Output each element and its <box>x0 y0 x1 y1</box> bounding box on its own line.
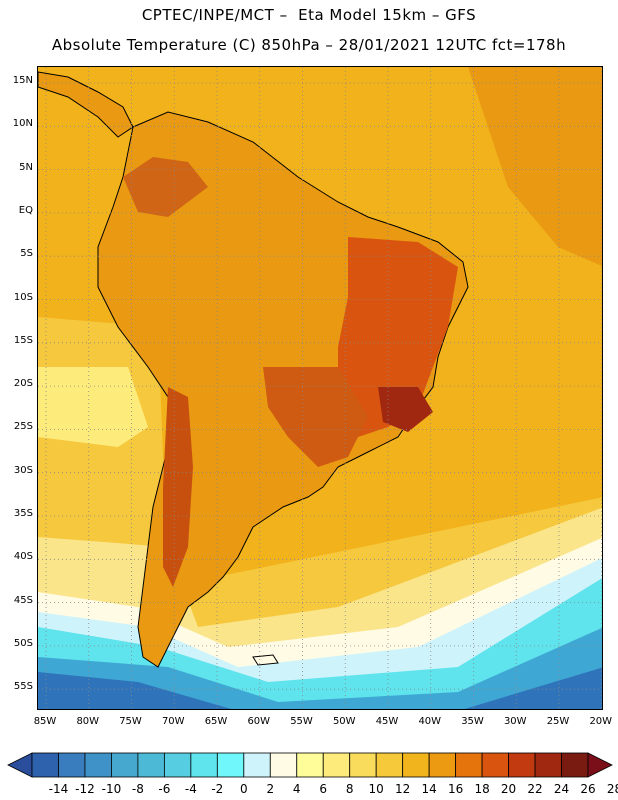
map-canvas <box>38 67 602 709</box>
colorbar-swatch <box>349 752 377 778</box>
lat-tick-label: 10S <box>13 291 33 303</box>
colorbar-swatch <box>269 752 298 778</box>
colorbar-tick-label: -8 <box>131 782 144 796</box>
colorbar-swatch <box>375 752 404 778</box>
colorbar-tick-label: 2 <box>266 782 275 796</box>
land-central-america <box>38 71 134 138</box>
lat-tick-label: 55S <box>13 681 33 693</box>
lon-tick-label: 85W <box>33 716 57 727</box>
colorbar-tick-label: 24 <box>553 782 570 796</box>
colorbar-swatch <box>322 752 351 778</box>
lon-tick-label: 35W <box>461 716 484 727</box>
colorbar-tick-label: 12 <box>395 782 411 796</box>
colorbar-swatch <box>84 752 112 778</box>
ocean-deep-blue-east <box>464 667 602 709</box>
lat-tick-label: 30S <box>13 464 33 476</box>
lon-tick-label: 55W <box>290 716 313 727</box>
lon-tick-label: 75W <box>119 716 142 727</box>
temperature-map <box>37 66 603 710</box>
land-hottest-se <box>378 387 433 432</box>
colorbar-tick-label: 26 <box>580 782 596 796</box>
colorbar-tick-label: -12 <box>75 782 95 796</box>
colorbar <box>7 752 613 778</box>
land-hot-andes <box>163 387 193 587</box>
lat-tick-label: 45S <box>13 594 33 606</box>
lat-tick-label: 5S <box>20 248 33 260</box>
colorbar-tick-label: -6 <box>158 782 171 796</box>
colorbar-swatch <box>216 752 245 778</box>
lat-tick-label: 20S <box>13 378 33 390</box>
colorbar-tick-label: 0 <box>239 782 248 796</box>
land-falklands <box>252 654 279 666</box>
colorbar-tick-label: 6 <box>319 782 328 796</box>
colorbar-tick-label: -4 <box>184 782 197 796</box>
colorbar-swatch <box>163 752 192 778</box>
colorbar-swatch <box>481 752 509 778</box>
colorbar-swatch <box>58 752 86 778</box>
colorbar-swatch <box>428 752 457 778</box>
colorbar-swatch <box>190 752 218 778</box>
colorbar-swatch <box>111 752 139 778</box>
colorbar-end-high <box>587 752 613 778</box>
lat-tick-label: 40S <box>13 551 33 563</box>
lat-tick-label: EQ <box>18 204 33 216</box>
ocean-blue-band <box>38 627 602 709</box>
lon-tick-label: 60W <box>247 716 271 727</box>
colorbar-swatch <box>455 752 483 778</box>
lon-tick-label: 30W <box>503 716 527 727</box>
lat-tick-label: 5N <box>19 161 33 173</box>
colorbar-swatch <box>243 752 271 778</box>
colorbar-swatch <box>508 752 536 778</box>
colorbar-tick-label: -2 <box>211 782 224 796</box>
colorbar-tick-label: 28 <box>606 782 618 796</box>
ocean-pale-west <box>38 367 148 447</box>
land-hot-north <box>123 157 208 217</box>
chart-title-line1: CPTEC/INPE/MCT – Eta Model 15km – GFS <box>141 6 477 24</box>
colorbar-swatch <box>402 752 430 778</box>
colorbar-swatch <box>31 752 59 778</box>
colorbar-swatch <box>296 752 324 778</box>
colorbar-swatch <box>137 752 165 778</box>
lon-tick-label: 50W <box>332 716 356 727</box>
colorbar-tick-label: -14 <box>48 782 69 796</box>
chart-title-line2: Absolute Temperature (C) 850hPa – 28/01/… <box>51 36 567 54</box>
lon-tick-label: 20W <box>589 716 613 727</box>
colorbar-tick-label: 22 <box>527 782 543 796</box>
colorbar-tick-label: 10 <box>368 782 384 796</box>
lat-tick-label: 15S <box>13 334 33 346</box>
ocean-warm-ne <box>468 67 602 267</box>
ocean-deep-blue <box>38 672 232 709</box>
colorbar-tick-label: 16 <box>447 782 464 796</box>
graticule <box>38 67 602 709</box>
lat-tick-label: 35S <box>13 508 33 519</box>
lon-tick-label: 40W <box>418 716 442 727</box>
colorbar-tick-label: 20 <box>500 782 517 796</box>
lon-tick-label: 45W <box>375 716 399 727</box>
lon-tick-label: 65W <box>204 716 228 727</box>
colorbar-end-low <box>7 752 33 778</box>
colorbar-swatch <box>561 752 589 778</box>
lon-tick-label: 80W <box>76 716 100 727</box>
lat-tick-label: 10N <box>12 118 33 130</box>
lon-tick-label: 25W <box>546 716 570 727</box>
colorbar-tick-label: 4 <box>292 782 301 796</box>
land-hot-east <box>338 237 458 437</box>
colorbar-tick-label: 8 <box>345 782 354 796</box>
lat-tick-label: 25S <box>13 421 33 433</box>
lat-tick-label: 50S <box>13 637 33 649</box>
colorbar-swatch <box>534 752 562 778</box>
land-hot-center <box>263 367 368 467</box>
colorbar-tick-label: 14 <box>421 782 437 796</box>
colorbar-tick-label: 18 <box>474 782 490 796</box>
lat-tick-label: 15N <box>12 75 33 86</box>
lon-tick-label: 70W <box>161 716 185 727</box>
colorbar-tick-label: -10 <box>101 782 122 796</box>
